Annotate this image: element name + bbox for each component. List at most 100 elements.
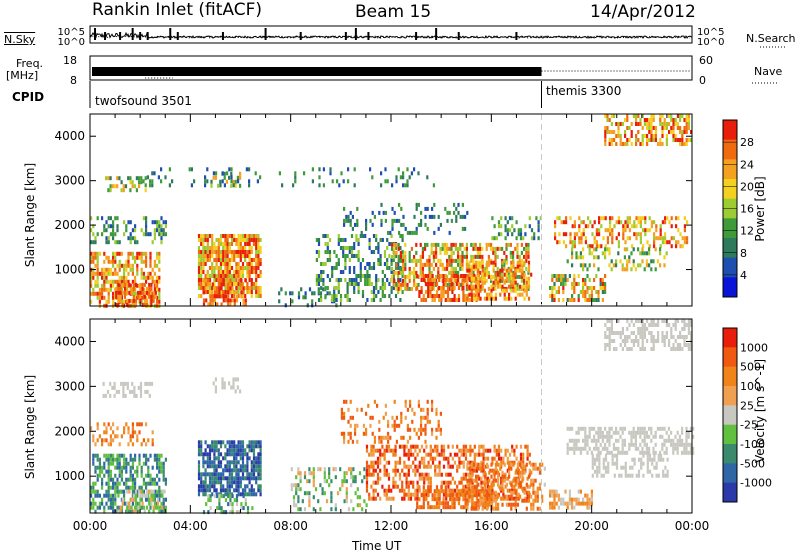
power-cell — [391, 254, 394, 259]
velocity-cell — [234, 389, 237, 394]
power-cell — [666, 216, 669, 221]
velocity-cell — [384, 403, 387, 408]
power-cell — [466, 276, 469, 281]
power-cell — [404, 282, 407, 287]
velocity-cell — [197, 492, 201, 497]
power-cell — [231, 298, 234, 303]
power-cell — [345, 214, 348, 219]
velocity-cell — [595, 442, 598, 447]
power-cell — [200, 270, 203, 274]
power-cell — [96, 232, 99, 237]
power-cell — [402, 171, 405, 176]
power-cell — [514, 296, 517, 301]
power-cell — [105, 255, 108, 260]
power-cell — [391, 183, 394, 188]
velocity-cell — [121, 497, 124, 502]
velocity-cell — [566, 446, 569, 451]
power-cell — [587, 216, 590, 221]
power-cell — [397, 274, 400, 278]
velocity-cell — [513, 496, 516, 501]
power-cell — [144, 183, 147, 188]
velocity-cell — [237, 472, 240, 477]
power-cell — [131, 236, 134, 241]
velocity-cell — [462, 448, 465, 453]
power-cell — [632, 247, 635, 252]
velocity-cell — [197, 488, 201, 493]
velocity-cell — [439, 411, 442, 416]
velocity-cell — [211, 448, 214, 453]
power-cell — [435, 254, 438, 259]
velocity-cell — [248, 492, 251, 497]
power-cell — [631, 244, 634, 249]
velocity-cell — [387, 460, 391, 465]
velocity-cell — [525, 462, 528, 467]
velocity-cell — [606, 438, 609, 443]
velocity-cell — [217, 456, 220, 461]
power-cell — [202, 282, 205, 286]
velocity-cell — [129, 473, 132, 478]
power-cell — [103, 295, 106, 300]
velocity-cell — [365, 431, 368, 436]
velocity-cell — [579, 501, 582, 506]
power-cell — [145, 216, 148, 221]
velocity-cell — [101, 469, 104, 474]
power-cell — [665, 138, 668, 142]
power-cell — [512, 250, 515, 255]
velocity-cell — [442, 505, 445, 510]
power-cell — [577, 294, 580, 298]
power-cell — [107, 287, 110, 292]
power-cell — [446, 294, 450, 298]
velocity-cell — [590, 450, 593, 455]
power-cell — [219, 183, 222, 188]
power-cell — [672, 118, 675, 122]
power-cell — [461, 266, 464, 271]
power-cell — [164, 232, 167, 237]
power-cell — [419, 262, 422, 267]
velocity-cell — [250, 492, 253, 497]
power-cell — [537, 228, 540, 233]
power-cell — [653, 220, 656, 225]
velocity-cell — [127, 426, 130, 431]
velocity-cell — [521, 462, 524, 467]
power-cell — [439, 262, 442, 267]
power-cell — [486, 292, 489, 297]
velocity-cell — [575, 446, 578, 451]
velocity-cell — [208, 452, 212, 457]
power-cell — [326, 250, 329, 254]
velocity-cell — [464, 497, 467, 502]
power-cell — [553, 274, 556, 278]
power-cell — [582, 290, 585, 294]
power-cell — [237, 246, 240, 250]
velocity-cell — [350, 471, 353, 476]
velocity-cell — [423, 480, 426, 485]
power-cell — [242, 286, 245, 291]
power-cell — [450, 258, 453, 263]
velocity-cell — [112, 505, 115, 510]
power-cell — [452, 282, 455, 287]
power-cell — [322, 287, 325, 292]
velocity-cell — [431, 403, 434, 408]
velocity-cell — [241, 464, 245, 469]
power-cell — [320, 298, 323, 302]
power-cell — [509, 254, 512, 259]
power-cell — [361, 258, 365, 262]
power-cell — [150, 298, 153, 303]
power-cell — [492, 274, 495, 279]
velocity-cell — [107, 442, 110, 447]
power-cell — [368, 262, 371, 266]
power-cell — [218, 290, 221, 295]
power-cell — [348, 270, 351, 274]
velocity-cell — [126, 501, 129, 506]
velocity-cell — [621, 426, 624, 431]
power-cell — [114, 259, 117, 264]
velocity-cell — [125, 461, 128, 466]
power-cell — [213, 290, 217, 295]
velocity-cell — [308, 491, 311, 496]
power-cell — [459, 262, 462, 267]
velocity-cell — [213, 494, 217, 499]
power-cell — [670, 236, 673, 241]
velocity-cell — [380, 439, 383, 444]
power-cell — [617, 216, 620, 221]
power-cell — [626, 220, 629, 225]
power-cell — [237, 238, 240, 242]
